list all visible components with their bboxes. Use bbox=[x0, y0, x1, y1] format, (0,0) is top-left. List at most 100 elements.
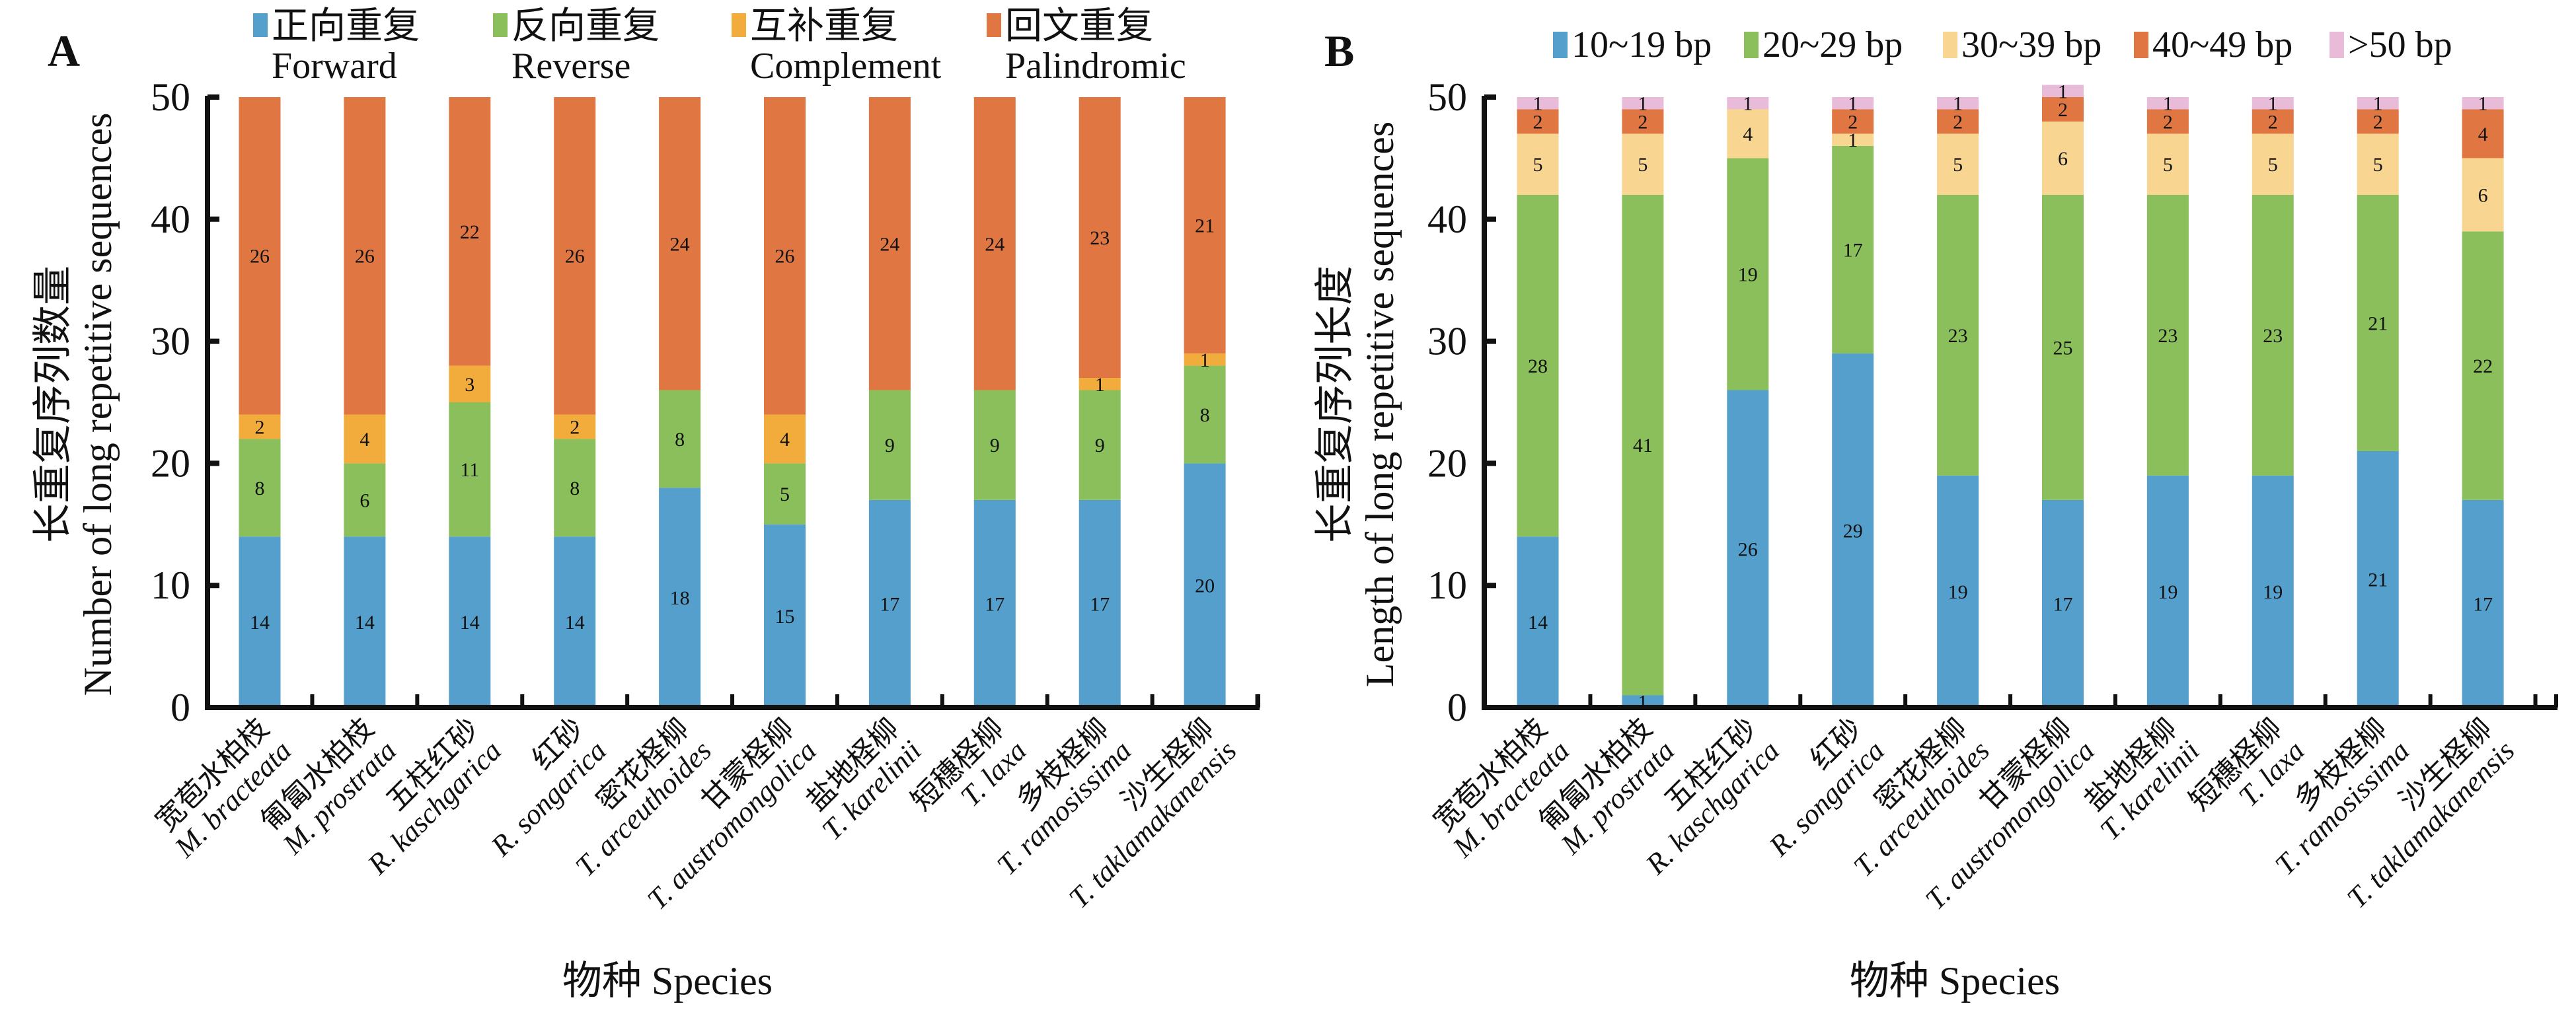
bar-segment bbox=[1832, 353, 1874, 707]
legend-item: 10~19 bp bbox=[1553, 24, 1712, 65]
bar-stack: 21 21 5 21 bbox=[2357, 93, 2399, 707]
data-label: 1 bbox=[2373, 93, 2383, 115]
data-label: 14 bbox=[355, 612, 375, 634]
bar-stack: 17 9 1 23 bbox=[1079, 97, 1121, 707]
bar-segment bbox=[1937, 133, 1979, 195]
data-label: 2 bbox=[1848, 111, 1858, 133]
bar-segment bbox=[1622, 695, 1664, 707]
bar-stack: 19 23 5 21 bbox=[2252, 93, 2294, 707]
data-label: 26 bbox=[250, 246, 270, 268]
y-tick-label: 50 bbox=[1427, 75, 1467, 119]
legend-label: >50 bp bbox=[2348, 24, 2452, 65]
data-label: 26 bbox=[1738, 538, 1758, 560]
bar-segment bbox=[239, 439, 281, 537]
bar-segment bbox=[764, 97, 806, 415]
bar-segment bbox=[2252, 133, 2294, 195]
data-label: 21 bbox=[1195, 215, 1215, 237]
data-label: 17 bbox=[1843, 240, 1863, 262]
y-axis-title-cn: 长重复序列长度 bbox=[1313, 266, 1357, 543]
y-tick-label: 10 bbox=[1427, 563, 1467, 607]
bar-segment bbox=[1079, 499, 1121, 707]
axes: 0 10 20 30 40 50 bbox=[1427, 75, 2558, 729]
panel-letter: A bbox=[48, 26, 80, 76]
bar-segment bbox=[1832, 133, 1874, 146]
bar-segment bbox=[344, 414, 386, 464]
data-label: 8 bbox=[1200, 404, 1210, 426]
bar-segment bbox=[1184, 365, 1226, 464]
legend-swatch bbox=[2330, 32, 2344, 58]
bar-segment bbox=[2042, 121, 2084, 195]
bar-segment bbox=[973, 97, 1016, 390]
data-label: 8 bbox=[255, 478, 265, 499]
bar-stack: 17 25 6 21 bbox=[2042, 81, 2084, 707]
data-label: 14 bbox=[250, 612, 270, 634]
bar-segment bbox=[2146, 109, 2189, 134]
bar-segment bbox=[659, 390, 701, 488]
data-label: 5 bbox=[2373, 154, 2383, 176]
bar-segment bbox=[1517, 536, 1559, 707]
data-label: 21 bbox=[2368, 569, 2388, 591]
data-label: 6 bbox=[2058, 148, 2068, 170]
data-label: 2 bbox=[1533, 111, 1543, 133]
bar-stack: 29 17 121 bbox=[1832, 93, 1874, 707]
data-label: 17 bbox=[2473, 593, 2493, 615]
bar-segment bbox=[1517, 194, 1559, 537]
bar-stack: 19 23 5 21 bbox=[1937, 93, 1979, 707]
bars: 1428521141521261941291712119235211725621… bbox=[1517, 81, 2504, 713]
bar-segment bbox=[2042, 499, 2084, 707]
data-label: 26 bbox=[775, 246, 795, 268]
data-label: 6 bbox=[2478, 184, 2488, 206]
data-label: 2 bbox=[570, 416, 580, 438]
y-axis-title-en: Number of long repetitive sequences bbox=[76, 112, 120, 696]
bar-segment bbox=[2042, 85, 2084, 97]
data-label: 21 bbox=[2368, 312, 2388, 334]
legend-swatch bbox=[1553, 32, 1568, 58]
bar-segment bbox=[1079, 390, 1121, 500]
bar-segment bbox=[2462, 158, 2504, 232]
y-tick-label: 30 bbox=[151, 320, 190, 363]
data-label: 41 bbox=[1633, 435, 1653, 456]
legend-swatch bbox=[2134, 32, 2148, 58]
data-label: 14 bbox=[460, 612, 480, 634]
data-label: 26 bbox=[565, 246, 585, 268]
bar-segment bbox=[1937, 194, 1979, 476]
data-label: 1 bbox=[1533, 93, 1543, 115]
bar-segment bbox=[1727, 158, 1769, 390]
y-tick-label: 20 bbox=[151, 441, 190, 485]
bar-segment bbox=[449, 402, 491, 537]
data-label: 1 bbox=[2163, 93, 2173, 115]
bar-segment bbox=[868, 390, 911, 500]
bar-segment bbox=[2357, 97, 2399, 110]
bar-segment bbox=[2146, 133, 2189, 195]
data-label: 9 bbox=[1095, 435, 1105, 456]
data-label: 1 bbox=[1953, 93, 1963, 115]
data-label: 3 bbox=[465, 374, 474, 396]
bar-segment bbox=[2042, 97, 2084, 122]
legend-swatch bbox=[1943, 32, 1957, 58]
data-label: 9 bbox=[885, 435, 895, 456]
data-label: 5 bbox=[780, 484, 790, 505]
y-tick-label: 40 bbox=[151, 198, 190, 241]
bar-stack: 17 9 24 bbox=[868, 97, 911, 707]
bar-stack: 14 11 3 22 bbox=[449, 97, 491, 707]
data-label: 4 bbox=[780, 429, 790, 451]
data-label: 1 bbox=[1848, 93, 1858, 115]
bar-segment bbox=[449, 97, 491, 366]
data-label: 24 bbox=[670, 233, 690, 255]
data-label: 5 bbox=[2268, 154, 2278, 176]
legend-swatch bbox=[732, 13, 746, 37]
y-tick-label: 0 bbox=[170, 686, 190, 729]
data-label: 17 bbox=[880, 593, 899, 615]
data-label: 1 bbox=[2268, 93, 2278, 115]
bar-segment bbox=[1937, 97, 1979, 110]
bar-stack: 20 8 1 21 bbox=[1184, 97, 1226, 707]
bar-stack: 26 19 4 1 bbox=[1727, 93, 1769, 707]
